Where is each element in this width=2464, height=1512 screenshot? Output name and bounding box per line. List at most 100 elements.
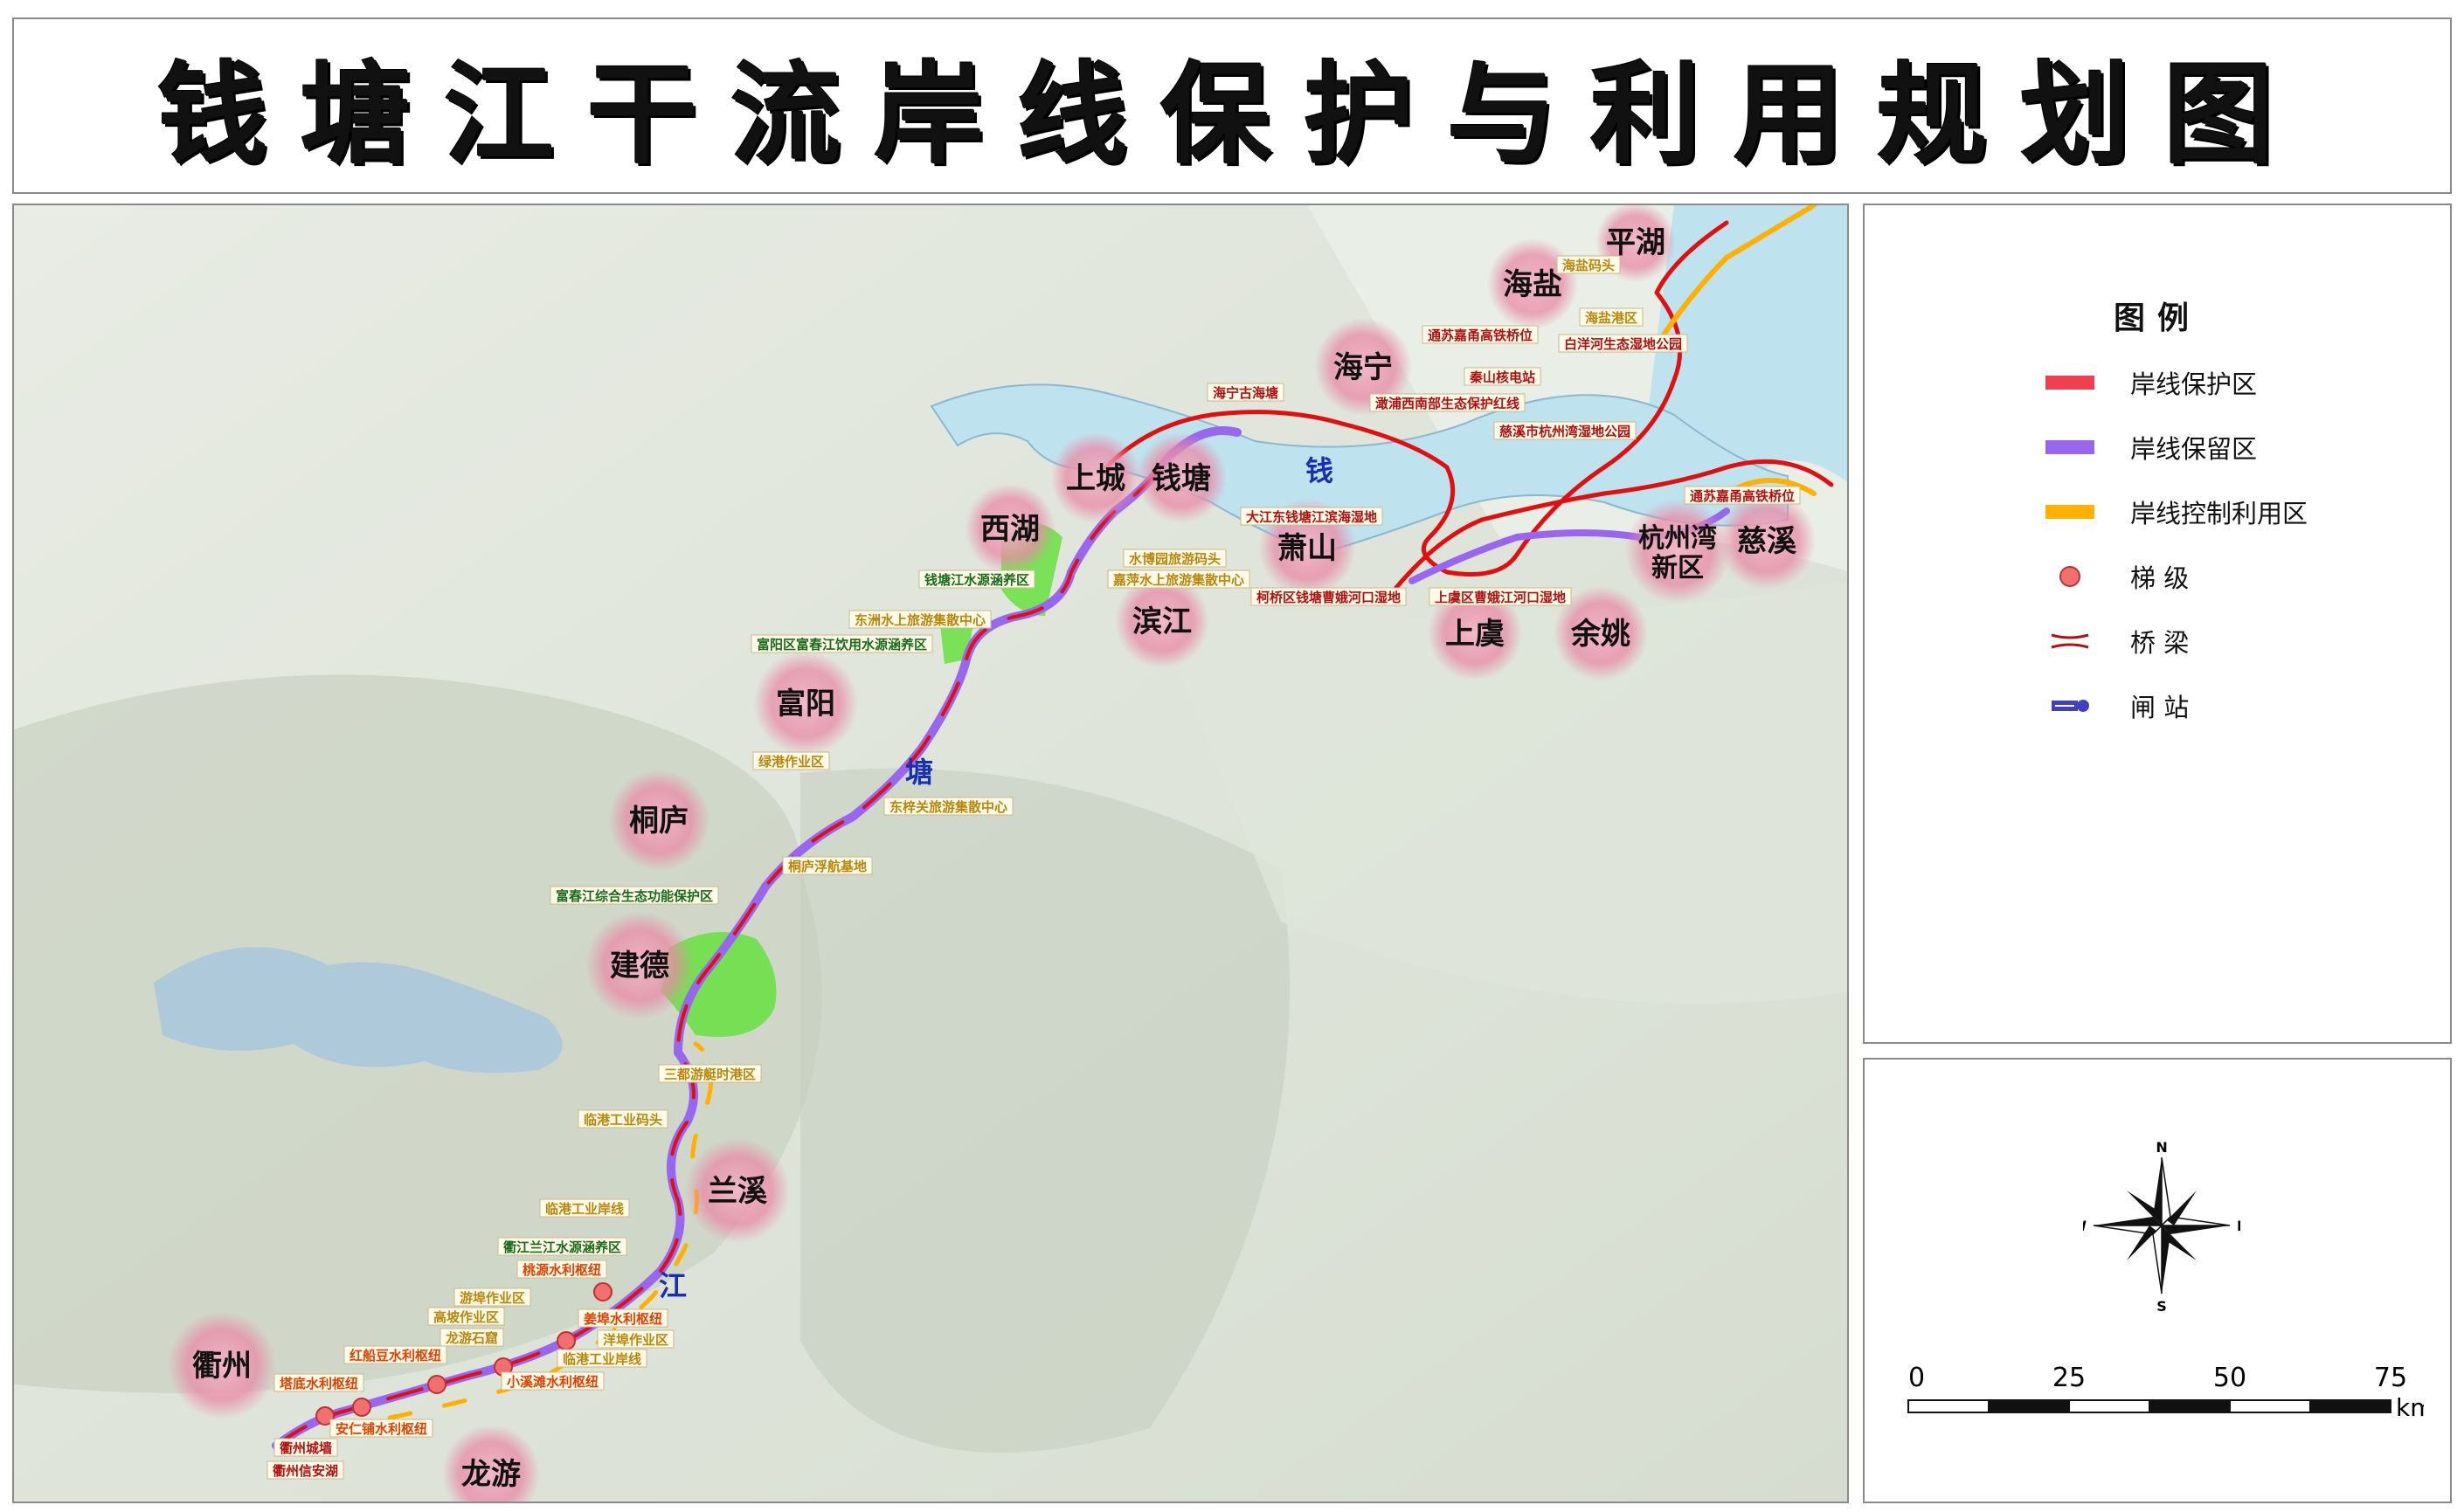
site-s36[interactable]: 安仁铺水利枢纽 — [329, 1419, 433, 1438]
site-label-box — [329, 1419, 433, 1438]
city-label: 萧山 — [1277, 531, 1337, 566]
legend-item-label: 岸线保护区 — [2130, 369, 2258, 399]
site-s30[interactable]: 龙游石窟 — [440, 1328, 504, 1347]
city-fuyang[interactable]: 富阳 — [753, 651, 858, 756]
city-longyou[interactable]: 龙游 — [442, 1425, 540, 1503]
site-s9[interactable]: 大江东钱塘江滨海湿地 — [1240, 507, 1383, 526]
legend-panel: 图例 岸线保护区 岸线保留区 岸线控制利用区梯 级桥 梁闸 站 — [1863, 204, 2452, 1044]
title-panel: 钱塘江干流岸线保护与利用规划图 — [12, 17, 2452, 194]
site-label-box — [1556, 255, 1621, 274]
site-s14[interactable]: 东洲水上旅游集散中心 — [848, 610, 992, 629]
site-label-text: 富春江综合生态功能保护区 — [556, 888, 713, 904]
city-haiyan[interactable]: 海盐 — [1487, 238, 1578, 329]
site-s5[interactable]: 秦山核电站 — [1464, 367, 1541, 386]
city-binjiang[interactable]: 滨江 — [1115, 574, 1209, 668]
city-tonglu[interactable]: 桐庐 — [608, 770, 709, 871]
city-label: 桐庐 — [629, 804, 689, 839]
site-s35[interactable]: 塔底水利枢纽 — [273, 1373, 364, 1392]
site-s10[interactable]: 通苏嘉甬高铁桥位 — [1684, 486, 1801, 505]
weir-tadi[interactable] — [315, 1406, 335, 1426]
site-s34[interactable]: 小溪滩水利枢纽 — [501, 1371, 605, 1391]
city-cixi[interactable]: 慈溪 — [1718, 492, 1816, 590]
site-label-text: 东洲水上旅游集散中心 — [855, 612, 986, 628]
site-s28[interactable]: 姜埠水利枢纽 — [578, 1308, 668, 1328]
city-xihu[interactable]: 西湖 — [965, 483, 1056, 574]
site-s33[interactable]: 红船豆水利枢纽 — [343, 1345, 447, 1364]
city-quzhou[interactable]: 衢州 — [168, 1311, 276, 1419]
site-s17[interactable]: 上虞区曹娥江河口湿地 — [1429, 587, 1572, 606]
site-s7[interactable]: 慈溪市杭州湾湿地公园 — [1493, 421, 1637, 440]
legend-item-label: 闸 站 — [2130, 693, 2190, 722]
bridge-symbol-icon — [2039, 619, 2101, 663]
site-s12[interactable]: 嘉萍水上旅游集散中心 — [1107, 570, 1250, 589]
site-label-box — [752, 751, 830, 770]
legend-item-protect: 岸线保护区 — [2039, 361, 2257, 404]
site-s11[interactable]: 水博园旅游码头 — [1123, 549, 1227, 568]
protect-symbol-icon — [2039, 361, 2101, 404]
scale-tick-label: 75 — [2374, 1363, 2407, 1393]
qiandao-lake — [154, 947, 563, 1074]
site-s25[interactable]: 衢江兰江水源涵养区 — [497, 1237, 627, 1256]
city-qiantang[interactable]: 钱塘 — [1136, 432, 1227, 523]
site-s27[interactable]: 游埠作业区 — [453, 1288, 531, 1307]
site-s19[interactable]: 东梓关旅游集散中心 — [883, 797, 1014, 816]
site-s29[interactable]: 高坡作业区 — [427, 1307, 505, 1326]
protect-shoreline — [274, 457, 1169, 1447]
site-label-text: 临港工业岸线 — [563, 1351, 641, 1367]
site-label-text: 游埠作业区 — [460, 1290, 525, 1306]
site-s20[interactable]: 桐庐浮航基地 — [782, 856, 873, 875]
city-shangyu[interactable]: 上虞 — [1428, 586, 1522, 680]
site-label-text: 慈溪市杭州湾湿地公园 — [1499, 424, 1630, 439]
map-panel[interactable]: 钱 塘 江 平湖 海盐 海宁 上城 钱塘 西湖 萧山 滨江 上虞 余姚 杭州湾 新区 慈溪 富阳 桐庐 建德兰… — [12, 204, 1849, 1503]
site-s3[interactable]: 白洋河生态湿地公园 — [1558, 334, 1688, 353]
weir-taoyuan[interactable] — [593, 1282, 613, 1301]
site-label-text: 龙游石窟 — [445, 1330, 498, 1346]
weir-anrenpu[interactable] — [352, 1398, 371, 1417]
site-s1[interactable]: 海盐码头 — [1556, 255, 1621, 274]
weir-jiangbu[interactable] — [557, 1331, 576, 1350]
site-s18[interactable]: 绿港作业区 — [752, 751, 830, 770]
site-s23[interactable]: 临港工业码头 — [578, 1109, 668, 1129]
site-s16[interactable]: 柯桥区钱塘曹娥河口湿地 — [1250, 587, 1407, 606]
city-jiande[interactable]: 建德 — [585, 911, 694, 1019]
site-s21[interactable]: 富春江综合生态功能保护区 — [550, 886, 719, 905]
north-arrow-icon: N S E W — [2083, 1139, 2240, 1313]
site-s15[interactable]: 富阳区富春江饮用水源涵养区 — [751, 634, 933, 653]
site-s32[interactable]: 临港工业岸线 — [557, 1349, 647, 1368]
plain-shading-east — [1150, 581, 1847, 1004]
site-label-box — [343, 1345, 447, 1364]
pinghu-control-shoreline — [1654, 205, 1817, 348]
site-s8[interactable]: 海宁古海塘 — [1207, 383, 1284, 402]
site-s24[interactable]: 临港工业岸线 — [539, 1198, 630, 1218]
legend-item-control: 岸线控制利用区 — [2039, 490, 2308, 534]
north-bank-protect — [1104, 220, 1729, 576]
weir-hongchuandou[interactable] — [427, 1375, 446, 1394]
city-haining[interactable]: 海宁 — [1314, 318, 1412, 416]
control-symbol-icon — [2039, 490, 2101, 534]
site-s22[interactable]: 三都游艇时港区 — [658, 1064, 762, 1083]
site-label-text: 衢江兰江水源涵养区 — [503, 1239, 621, 1255]
site-label-box — [427, 1307, 505, 1326]
weir-markers — [315, 1282, 613, 1426]
site-s4[interactable]: 通苏嘉甬高铁桥位 — [1422, 325, 1539, 344]
city-yuyao[interactable]: 余姚 — [1554, 586, 1648, 680]
site-label-text: 临港工业岸线 — [545, 1201, 624, 1217]
site-s31[interactable]: 洋埠作业区 — [597, 1329, 675, 1349]
city-shangcheng[interactable]: 上城 — [1050, 432, 1141, 523]
site-label-text: 上虞区曹娥江河口湿地 — [1435, 590, 1566, 605]
site-s2[interactable]: 海盐港区 — [1579, 307, 1644, 327]
compass-east: E — [2237, 1218, 2240, 1234]
site-label-text: 三都游艇时港区 — [664, 1067, 756, 1082]
mountain-shading-south — [800, 768, 1290, 1453]
site-s37[interactable]: 衢州城墙 — [273, 1438, 338, 1457]
site-s13[interactable]: 钱塘江水源涵养区 — [918, 570, 1035, 589]
site-label-text: 红船豆水利枢纽 — [350, 1348, 441, 1364]
site-label-box — [658, 1064, 762, 1083]
site-s6[interactable]: 澉浦西南部生态保护红线 — [1369, 393, 1526, 412]
site-s26[interactable]: 桃源水利枢纽 — [516, 1260, 607, 1279]
city-lanxi[interactable]: 兰溪 — [685, 1138, 790, 1243]
site-s38[interactable]: 衢州信安湖 — [266, 1460, 344, 1480]
city-halo — [1428, 586, 1522, 680]
